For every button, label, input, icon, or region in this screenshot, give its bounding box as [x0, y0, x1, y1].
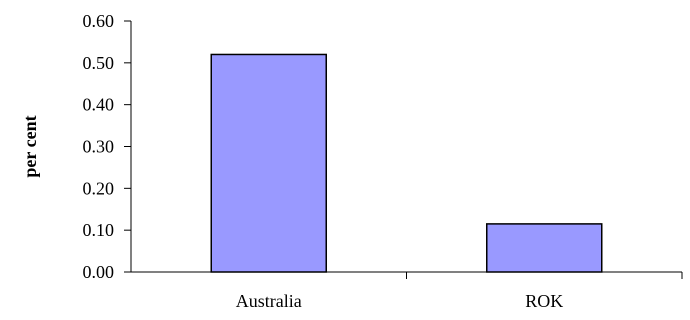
x-axis-categories: Australia ROK: [236, 272, 682, 311]
bars: [211, 54, 602, 272]
x-category-label: ROK: [525, 291, 563, 311]
y-tick-label: 0.10: [83, 220, 115, 240]
y-tick-label: 0.40: [83, 95, 115, 115]
y-tick-label: 0.50: [83, 53, 115, 73]
y-tick-label: 0.60: [83, 11, 115, 31]
y-axis-ticks: 0.00 0.10 0.20 0.30 0.40 0.50 0.60: [83, 11, 132, 282]
y-tick-label: 0.20: [83, 178, 115, 198]
x-category-label: Australia: [236, 291, 302, 311]
bar-rok: [487, 224, 602, 272]
bar-australia: [211, 54, 326, 272]
y-tick-label: 0.30: [83, 137, 115, 157]
y-axis-title: per cent: [20, 115, 40, 177]
y-tick-label: 0.00: [83, 262, 115, 282]
